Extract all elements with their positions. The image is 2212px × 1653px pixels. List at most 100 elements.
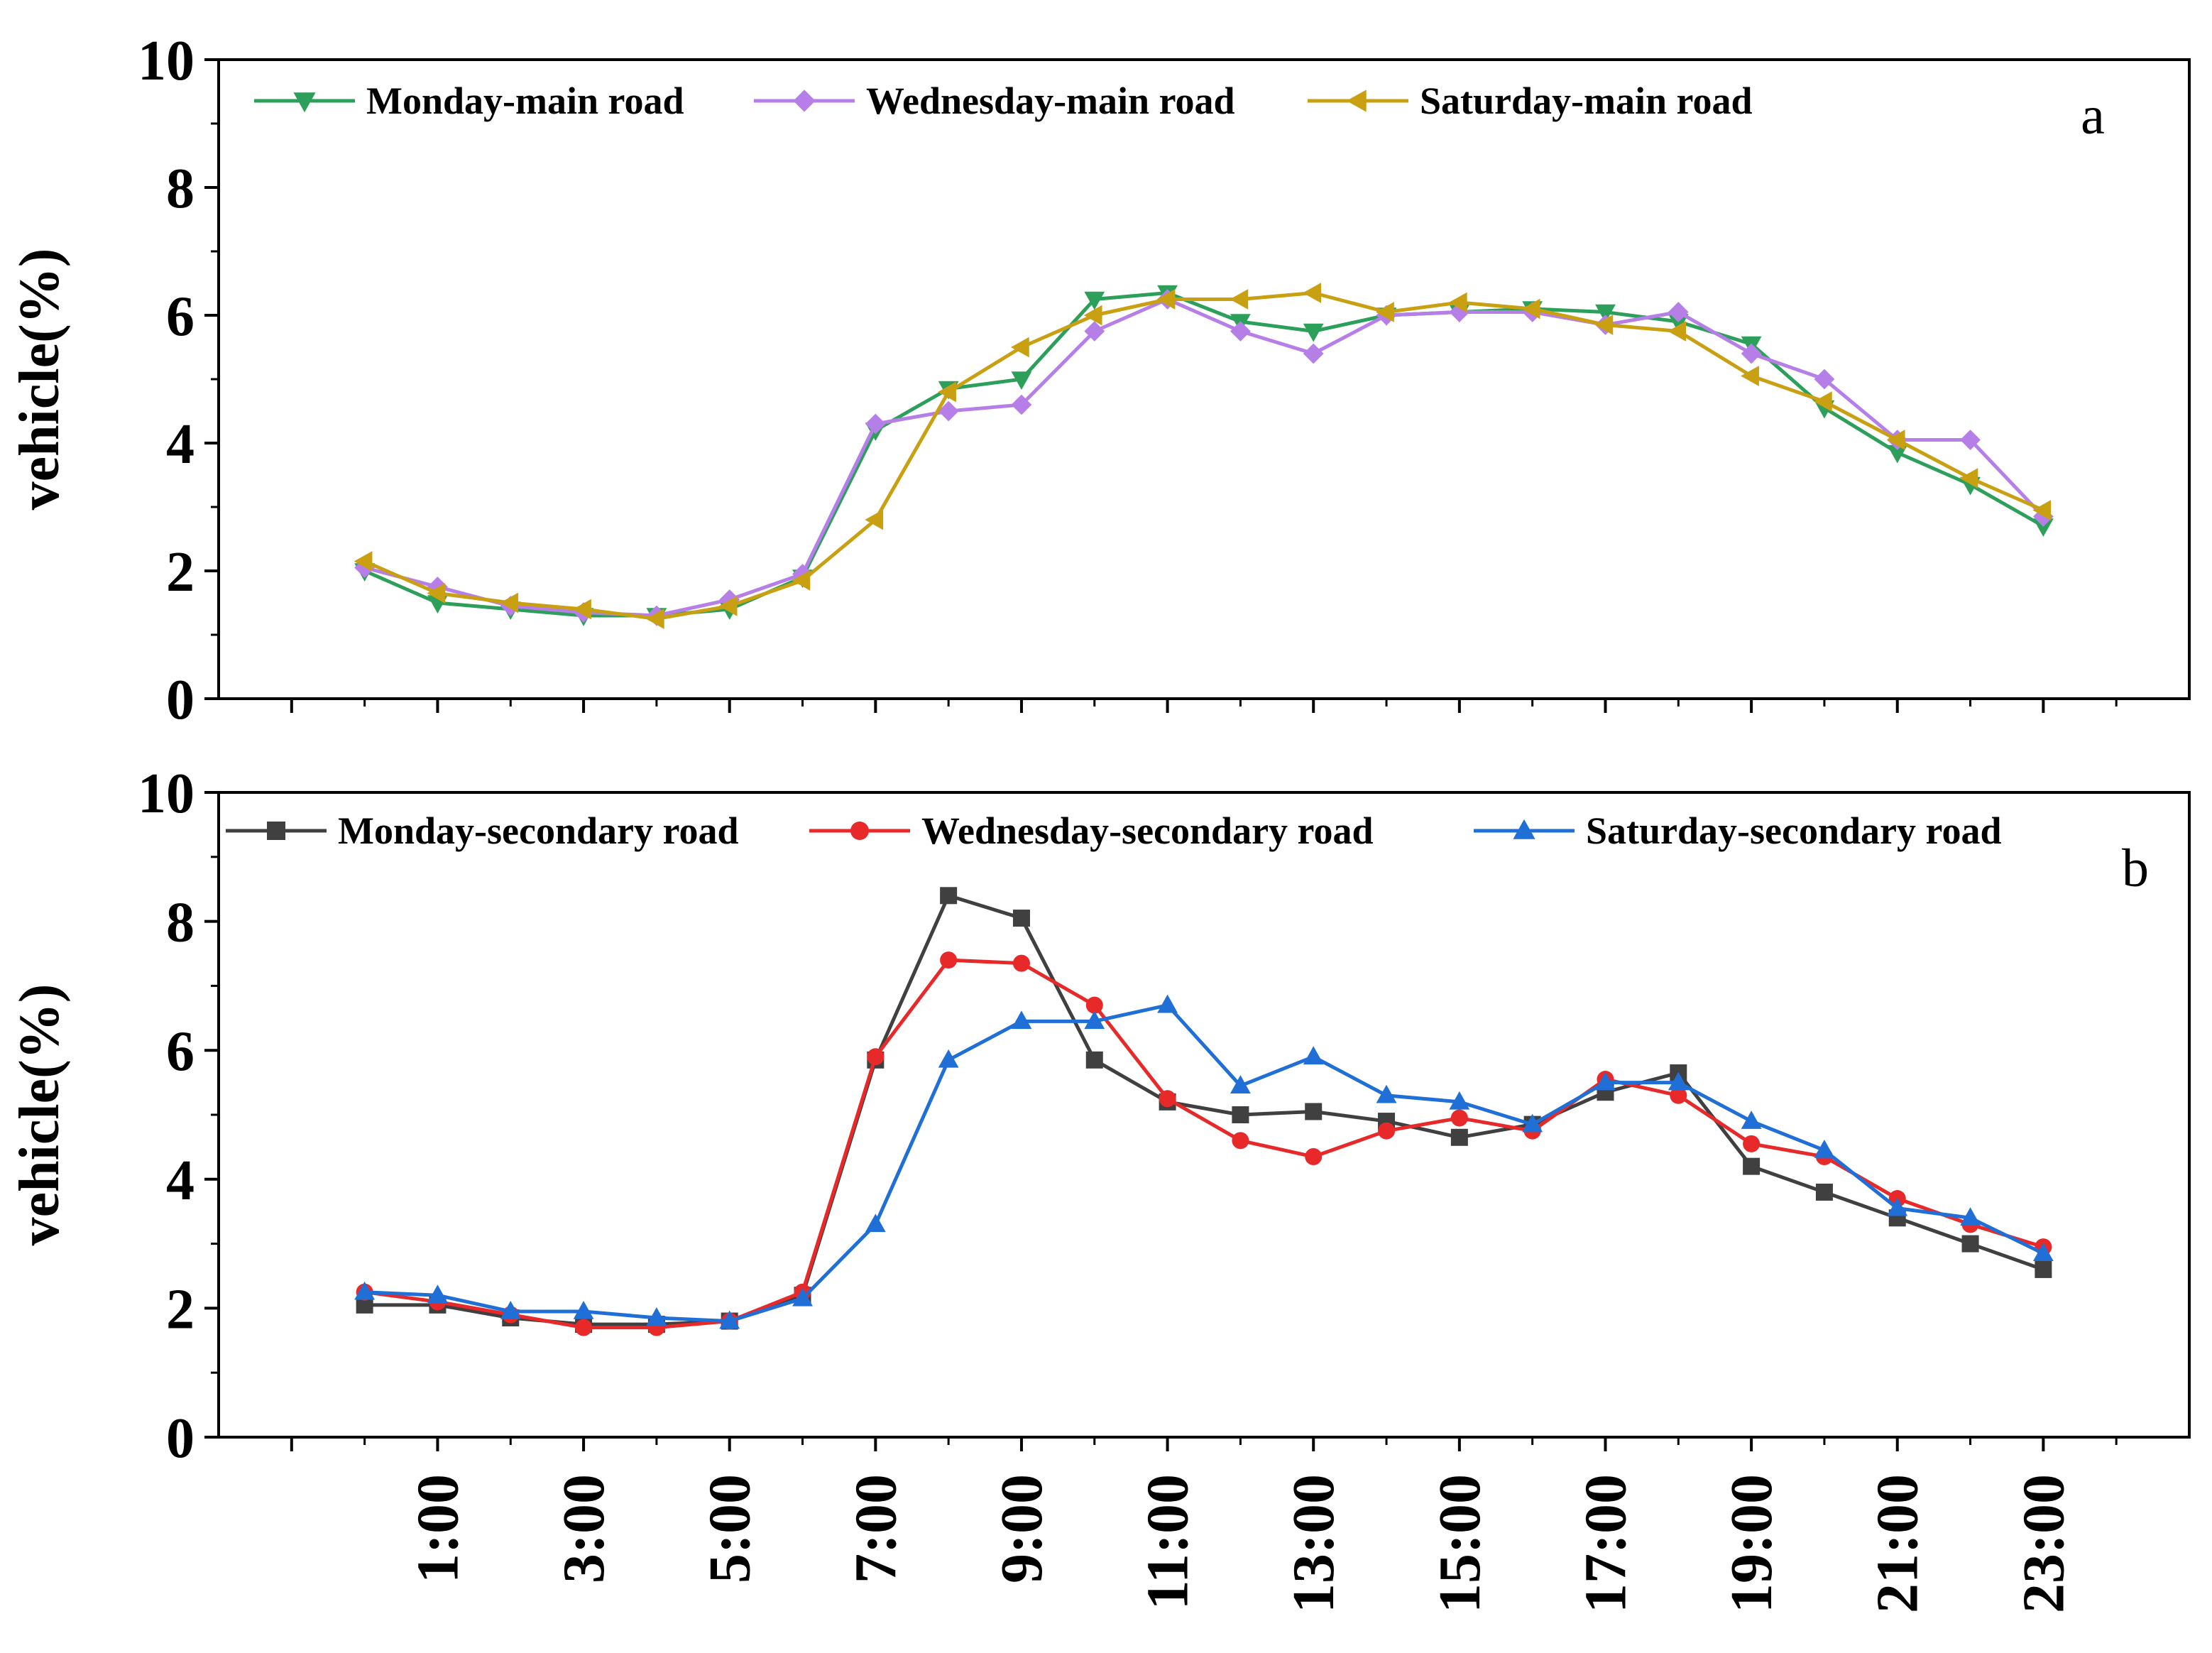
y-tick-label: 4 — [166, 413, 195, 476]
x-tick-label: 15:00 — [1427, 1474, 1493, 1613]
data-point — [1232, 1132, 1249, 1150]
data-point — [1084, 321, 1105, 342]
data-point — [1305, 1148, 1323, 1166]
data-point — [1378, 1122, 1396, 1140]
data-point — [1303, 323, 1324, 342]
data-point — [865, 1213, 886, 1233]
series-line-0 — [363, 291, 2044, 618]
data-point — [1085, 996, 1103, 1014]
legend-label: Wednesday-secondary road — [921, 809, 1374, 852]
data-point — [1959, 468, 1978, 489]
data-point — [1521, 298, 1540, 320]
y-tick-label: 0 — [166, 669, 195, 731]
data-point — [865, 509, 884, 530]
data-point — [1887, 444, 1908, 464]
data-point — [1595, 304, 1616, 323]
legend-marker — [293, 92, 316, 113]
data-point — [1448, 292, 1467, 313]
y-axis-title: vehicle(%) — [9, 249, 71, 511]
data-point — [1450, 1109, 1468, 1127]
data-point — [354, 551, 373, 572]
data-point — [1668, 302, 1689, 322]
y-tick-label: 6 — [166, 285, 195, 348]
x-tick-label: 7:00 — [843, 1474, 909, 1583]
data-point — [1741, 343, 1762, 364]
data-point — [1815, 1183, 1833, 1201]
data-point — [1084, 1010, 1105, 1030]
data-point — [1522, 1113, 1543, 1133]
panel-tag: b — [2122, 839, 2149, 898]
legend-label: Saturday-secondary road — [1586, 809, 2002, 852]
legend-label: Wednesday-main road — [866, 80, 1235, 122]
data-point — [1230, 321, 1251, 342]
data-point — [792, 1287, 813, 1306]
data-point — [718, 596, 738, 616]
data-point — [1961, 1235, 1979, 1253]
data-point — [1085, 1051, 1103, 1069]
data-point — [719, 1310, 740, 1329]
data-point — [1303, 1046, 1324, 1065]
data-point — [427, 1284, 448, 1304]
data-point — [1741, 366, 1759, 386]
x-tick-label: 11:00 — [1135, 1474, 1201, 1610]
x-tick-label: 1:00 — [405, 1474, 471, 1583]
data-point — [573, 599, 591, 620]
legend-label: Saturday-main road — [1420, 80, 1753, 122]
x-tick-label: 9:00 — [989, 1474, 1055, 1583]
legend-marker — [267, 822, 285, 840]
legend-label: Monday-secondary road — [338, 809, 739, 852]
series-line-2 — [364, 1003, 2044, 1324]
data-point — [573, 1300, 594, 1319]
data-point — [1449, 302, 1470, 322]
legend-marker — [1513, 819, 1535, 839]
data-point — [2032, 1243, 2054, 1262]
plot-frame — [217, 791, 2191, 1439]
data-point — [1887, 1197, 1908, 1216]
panel-tag: a — [2081, 86, 2105, 146]
y-tick-label: 2 — [166, 1278, 195, 1341]
panel-a: 0 2 4 6 8 10 vehicle(%) a Monday-main road Wednes… — [9, 30, 2191, 731]
legend-label: Monday-main road — [366, 80, 684, 122]
data-point — [940, 951, 958, 969]
data-point — [938, 400, 959, 422]
series-line-1 — [363, 298, 2045, 618]
data-point — [1450, 1128, 1468, 1146]
data-point — [1305, 1103, 1323, 1120]
data-point — [1230, 289, 1249, 310]
data-point — [575, 1319, 593, 1336]
data-point — [1743, 1157, 1761, 1175]
data-point — [1813, 391, 1832, 412]
data-point — [938, 381, 956, 403]
data-point — [646, 1307, 667, 1326]
x-tick-label: 19:00 — [1719, 1474, 1785, 1613]
y-tick-label: 10 — [138, 30, 195, 92]
y-tick-label: 8 — [166, 158, 195, 220]
x-tick-label: 3:00 — [551, 1474, 617, 1583]
data-point — [792, 570, 811, 591]
data-point — [1010, 337, 1029, 358]
data-point — [1741, 1111, 1762, 1129]
data-point — [1594, 315, 1614, 335]
data-point — [1012, 910, 1030, 927]
data-point — [500, 592, 519, 613]
data-point — [1743, 1135, 1761, 1152]
data-point — [1156, 289, 1176, 310]
data-point — [1668, 321, 1687, 342]
panel-b: 0 2 4 6 8 10 vehicle(%) b Monday-secondary road W… — [9, 763, 2191, 1613]
series-line-2 — [363, 291, 2044, 621]
data-point — [1232, 1106, 1249, 1123]
data-point — [1376, 1084, 1397, 1103]
data-point — [1595, 1071, 1616, 1091]
data-point — [1303, 283, 1322, 303]
data-point — [938, 1049, 959, 1068]
data-point — [1157, 994, 1178, 1013]
y-tick-label: 4 — [166, 1150, 195, 1212]
data-point — [1814, 1139, 1835, 1158]
data-point — [1011, 371, 1032, 390]
data-point — [1083, 305, 1102, 326]
data-point — [1960, 430, 1981, 450]
x-tick-label: 5:00 — [697, 1474, 763, 1583]
data-point — [1960, 1207, 1981, 1226]
y-tick-label: 2 — [166, 541, 195, 604]
